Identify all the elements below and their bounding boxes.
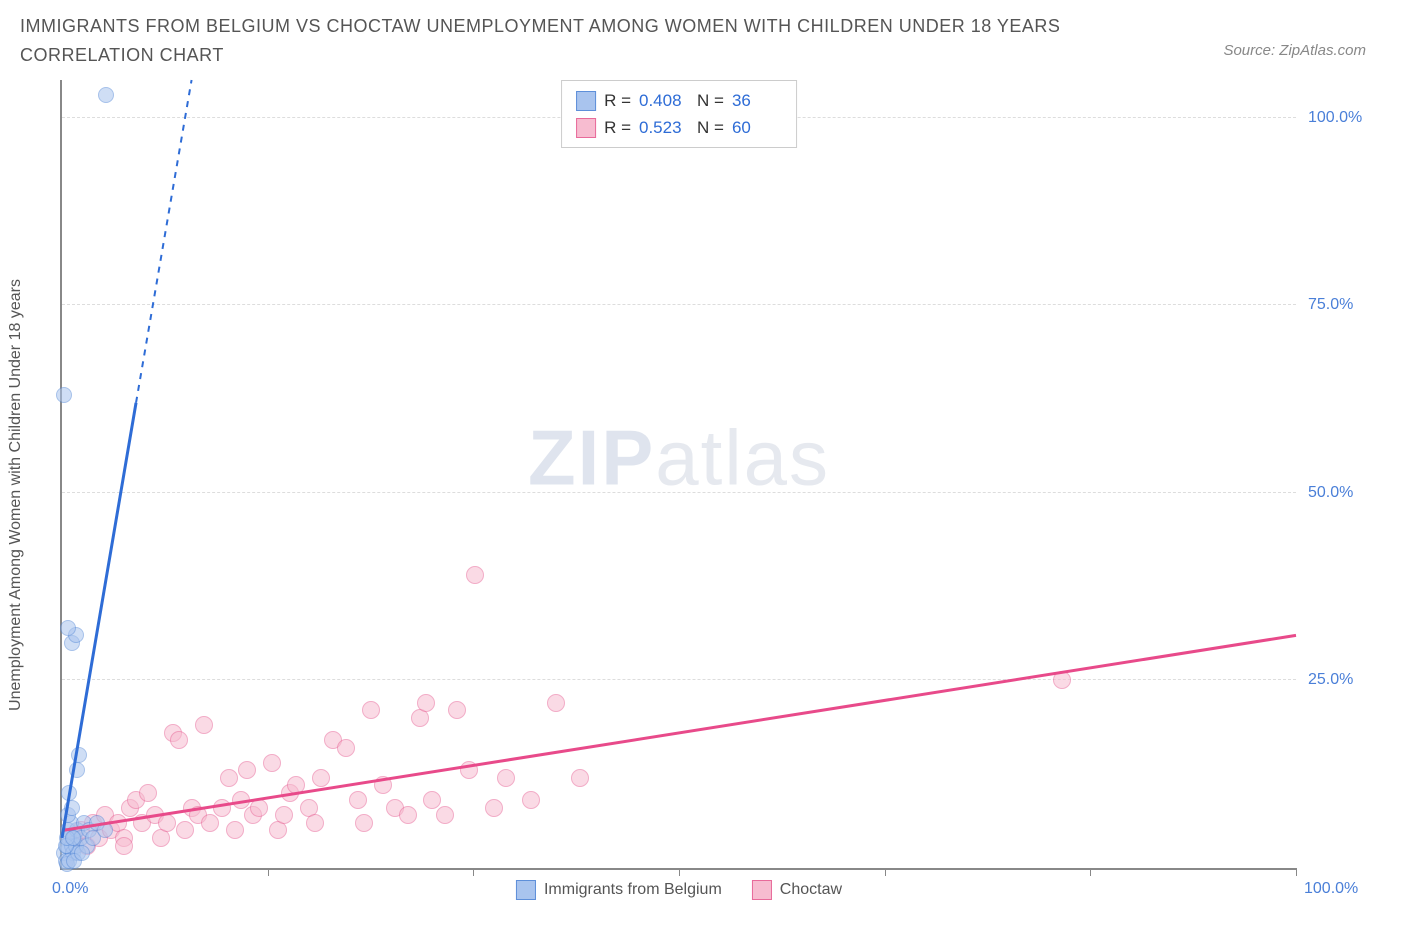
swatch-blue xyxy=(576,91,596,111)
legend-item-pink: Choctaw xyxy=(752,880,842,900)
x-tick xyxy=(1090,868,1091,876)
swatch-blue-icon xyxy=(516,880,536,900)
y-tick-label: 75.0% xyxy=(1308,296,1378,314)
trend-line xyxy=(62,635,1296,830)
chart-title: IMMIGRANTS FROM BELGIUM VS CHOCTAW UNEMP… xyxy=(20,12,1120,70)
x-tick xyxy=(268,868,269,876)
legend-row-blue: R =0.408 N =36 xyxy=(576,87,782,114)
trend-line xyxy=(136,80,192,403)
x-tick xyxy=(473,868,474,876)
x-axis-max-label: 100.0% xyxy=(1304,880,1384,898)
x-tick xyxy=(885,868,886,876)
swatch-pink-icon xyxy=(752,880,772,900)
source-attribution: Source: ZipAtlas.com xyxy=(1223,42,1366,59)
y-tick-label: 100.0% xyxy=(1308,109,1378,127)
x-tick xyxy=(1296,868,1297,876)
legend-row-pink: R =0.523 N =60 xyxy=(576,114,782,141)
correlation-legend: R =0.408 N =36 R =0.523 N =60 xyxy=(561,80,797,148)
trend-lines xyxy=(62,80,1296,868)
y-tick-label: 50.0% xyxy=(1308,484,1378,502)
legend-item-blue: Immigrants from Belgium xyxy=(516,880,722,900)
plot-region: ZIPatlas 25.0%50.0%75.0%100.0% R =0.408 … xyxy=(60,80,1296,870)
trend-line xyxy=(62,403,136,838)
chart-area: Unemployment Among Women with Children U… xyxy=(20,80,1386,910)
x-tick xyxy=(679,868,680,876)
x-axis-min-label: 0.0% xyxy=(52,880,88,898)
y-tick-label: 25.0% xyxy=(1308,671,1378,689)
swatch-pink xyxy=(576,118,596,138)
y-axis-label: Unemployment Among Women with Children U… xyxy=(7,279,25,711)
series-legend: Immigrants from Belgium Choctaw xyxy=(516,880,842,900)
